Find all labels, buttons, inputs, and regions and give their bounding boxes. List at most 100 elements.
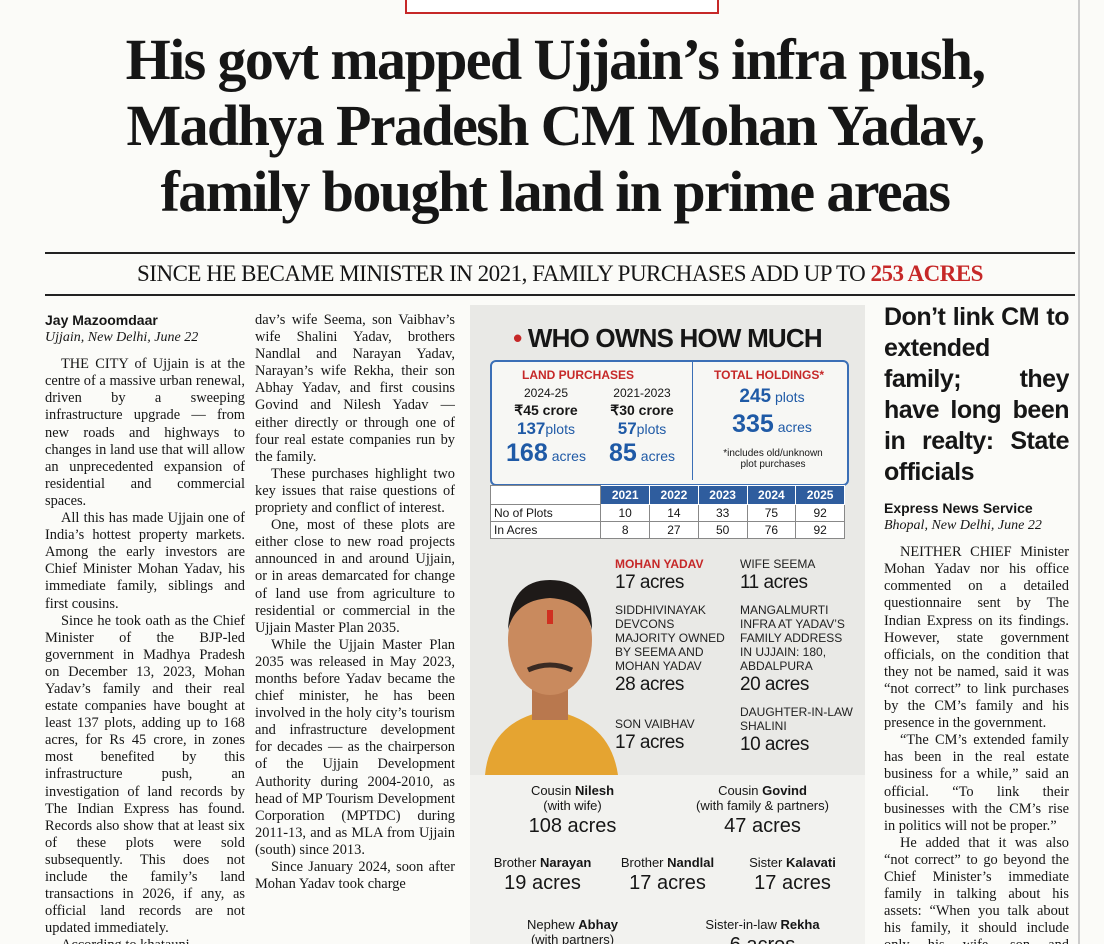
total-plots: 245 [739,386,772,407]
member-name: SIDDHIVINAYAK DEVCONS MAJORITY OWNED BY … [615,603,725,673]
period: 2021-2023 ₹30 crore 57plots 85 acres [596,386,688,468]
member-acres: 11 acres [740,572,808,593]
note: *includes old/unknown plot purchases [723,448,823,470]
relative-label: Cousin Govind [670,783,855,798]
relative: Nephew Abhay(with partners)16 acres [480,917,665,944]
period-label: 2021-2023 [613,386,671,400]
family-member: WIFE SEEMA 11 acres [740,557,855,595]
relative-label: Brother Narayan [480,855,605,870]
paragraph: While the Ujjain Master Plan 2035 was re… [255,636,455,858]
plots: 137plots [500,419,592,439]
role: Sister-in-law [705,917,777,932]
name: Kalavati [785,855,836,870]
relative: Cousin Govind (with family & partners) 47 … [670,783,855,839]
name: Nilesh [575,783,615,798]
dateline: Bhopal, New Delhi, June 22 [884,518,1042,534]
byline: Express News Service [884,500,1033,516]
member-name: MANGALMURTI INFRA AT YADAV’S FAMILY ADDR… [740,603,845,673]
column-rule [1078,0,1080,944]
header-row: 2021 2022 2023 2024 2025 [489,485,845,505]
member-name: WIFE SEEMA [740,557,816,571]
cell: 33 [697,504,748,522]
paragraph: He added that it was also “not correct” … [884,834,1069,944]
member-acres: 10 acres [740,734,809,755]
unit: plots [775,389,805,405]
relative-acres: 17 acres [754,872,831,894]
infographic: • WHO OWNS HOW MUCH LAND PURCHASES TOTAL… [470,305,865,944]
unit: acres [640,448,676,464]
member-acres: 20 acres [740,674,809,695]
member-acres: 28 acres [615,674,684,695]
masthead-fragment [405,0,719,14]
paragraph: NEITHER CHIEF Minister Mohan Yadav nor h… [884,544,1069,732]
relative-acres: 108 acres [528,815,617,837]
member-name: SON VAIBHAV [615,717,695,731]
row-label: No of Plots [489,504,602,522]
subheading-highlight: 253 ACRES [870,261,984,286]
amount: ₹45 crore [514,402,578,418]
relative: Brother Nandlal 17 acres [605,855,730,896]
paragraph: “The CM’s extended family has been in th… [884,732,1069,834]
paragraph: According to khatauni [45,937,245,944]
relative-acres: 19 acres [504,872,581,894]
family-member: MOHAN YADAV 17 acres [615,557,730,595]
note: (with family & partners) [696,798,829,813]
cell: 27 [649,521,699,539]
unit: acres [551,448,586,464]
row: In Acres 8 27 50 76 92 [489,521,845,539]
article-column: dav’s wife Seema, son Vaibhav’s wife Sha… [255,312,455,944]
side-article: Don’t link CM to extended family; they h… [884,302,1069,944]
year: 2024 [746,485,797,505]
amount: ₹30 crore [610,402,674,418]
name: Rekha [780,917,820,932]
relative: Sister Kalavati 17 acres [730,855,855,896]
unit: plots [636,421,667,437]
name: Nandlal [667,855,715,870]
role: Brother [493,855,537,870]
relative-acres: 6 acres [670,932,855,944]
relative: Brother Narayan 19 acres [480,855,605,896]
year: 2021 [600,485,651,505]
role: Brother [620,855,664,870]
subheading-text: SINCE HE BECAME MINISTER IN 2021, FAMILY… [137,261,866,286]
member-name: MOHAN YADAV [615,557,704,571]
cell: 50 [697,521,748,539]
photo [485,580,618,775]
row: No of Plots 10 14 33 75 92 [489,504,845,522]
label: TOTAL HOLDINGS* [714,368,825,382]
family-member: MANGALMURTI INFRA AT YADAV’S FAMILY ADDR… [740,603,855,697]
cell: 14 [649,504,699,522]
relative: Sister-in-law Rekha6 acres [670,917,855,944]
relative-label: Nephew Abhay [480,917,665,932]
relative-acres: 17 acres [629,872,706,894]
plots: 57plots [596,419,688,439]
year: 2025 [795,485,845,505]
unit: plots [545,421,575,437]
cell: 8 [600,521,651,539]
cell: 10 [600,504,651,522]
cell: 92 [795,521,845,539]
paragraph: Since he took oath as the Chief Minister… [45,612,245,937]
paragraph: These purchases highlight two key issues… [255,465,455,517]
infographic-title: • WHO OWNS HOW MUCH [513,323,823,353]
role: Nephew [526,917,575,932]
cell: 92 [795,504,845,522]
corner [489,485,602,505]
family-member: SIDDHIVINAYAK DEVCONS MAJORITY OWNED BY … [615,603,730,697]
plots-value: 137 [517,419,546,438]
label: LAND PURCHASES [522,368,635,382]
name: Govind [762,783,807,798]
year: 2023 [697,485,748,505]
plots-value: 57 [617,419,637,438]
acres-value: 85 [608,439,637,467]
year: 2022 [649,485,699,505]
yearly-table: 2021 2022 2023 2024 2025 No of Plots 10 14 33 75 9… [489,485,845,539]
acres-value: 168 [506,439,548,467]
name: Abhay [578,917,619,932]
cell: 75 [746,504,797,522]
relative-label: Sister Kalavati [730,855,855,870]
note: (with wife) [543,798,602,813]
headline: family bought land in prime areas [160,159,951,224]
role: Cousin [530,783,572,798]
